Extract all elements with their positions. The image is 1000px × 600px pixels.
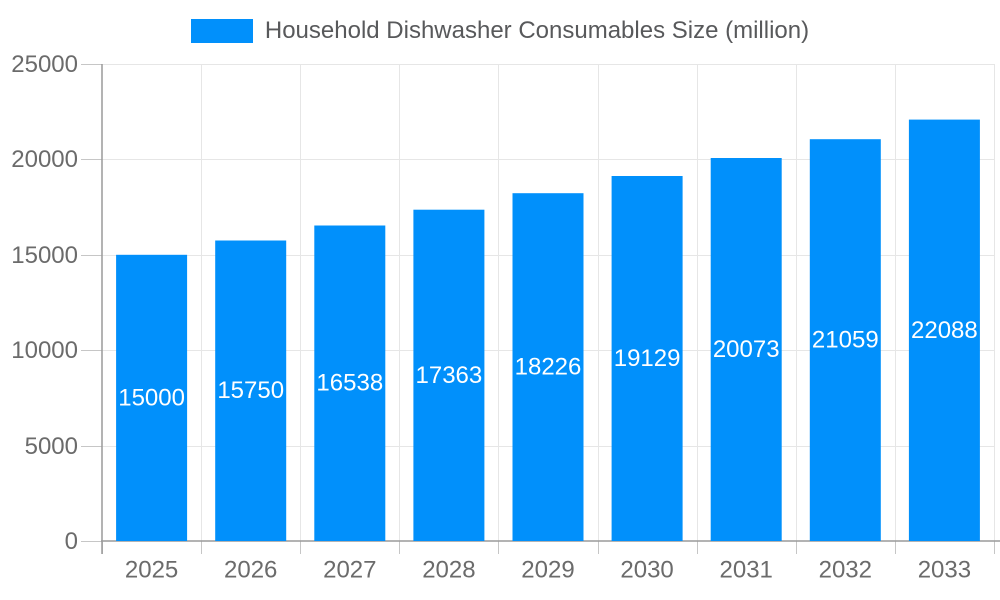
bar-value-label: 20073 [713,336,780,363]
bar-value-label: 15000 [118,384,185,411]
y-axis-tick-label: 0 [65,528,78,555]
bar-2025[interactable] [116,254,188,542]
x-axis-tick-label: 2026 [224,557,277,584]
bar-2026[interactable] [215,240,287,542]
bar-value-label: 17363 [416,362,483,389]
bar-2031[interactable] [710,158,782,541]
bar-value-label: 21059 [812,327,879,354]
bar-value-label: 18226 [515,354,582,381]
bar-2030[interactable] [611,176,683,541]
x-axis-tick-label: 2027 [323,557,376,584]
x-axis-tick-label: 2032 [819,557,872,584]
legend-swatch-icon [190,19,253,43]
y-axis-tick-label: 25000 [11,51,78,78]
y-axis-tick-label: 15000 [11,242,78,269]
x-axis-tick-label: 2028 [422,557,475,584]
bar-value-label: 15750 [217,377,284,404]
x-axis-tick-label: 2030 [620,557,673,584]
bar-2033[interactable] [908,119,980,541]
y-axis-tick-label: 10000 [11,337,78,364]
bar-2029[interactable] [512,193,584,541]
y-axis-tick-label: 20000 [11,146,78,173]
x-axis-tick-label: 2033 [918,557,971,584]
bar-value-label: 22088 [911,317,978,344]
x-axis-tick-label: 2031 [720,557,773,584]
bar-2032[interactable] [809,139,881,541]
bar-value-label: 16538 [316,370,383,397]
y-axis-tick-label: 5000 [25,433,78,460]
x-axis-tick-label: 2025 [125,557,178,584]
bar-2027[interactable] [314,225,386,542]
x-axis-tick-label: 2029 [521,557,574,584]
legend[interactable]: Household Dishwasher Consumables Size (m… [0,17,1000,45]
bar-value-label: 19129 [614,345,681,372]
bar-2028[interactable] [413,209,485,541]
legend-label: Household Dishwasher Consumables Size (m… [264,17,810,44]
